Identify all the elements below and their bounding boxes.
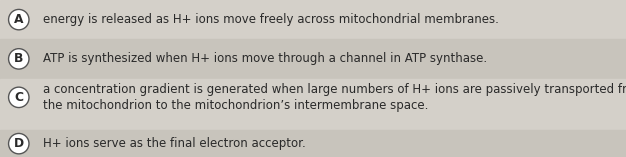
Text: ATP is synthesized when H+ ions move through a channel in ATP synthase.: ATP is synthesized when H+ ions move thr…	[43, 52, 486, 65]
Text: C: C	[14, 91, 23, 104]
Ellipse shape	[9, 87, 29, 108]
Bar	[0, 78, 626, 130]
Text: A: A	[14, 13, 24, 26]
Ellipse shape	[9, 133, 29, 154]
Bar	[0, 39, 626, 78]
Bar	[0, 0, 626, 39]
Text: a concentration gradient is generated when large numbers of H+ ions are passivel: a concentration gradient is generated wh…	[43, 83, 626, 112]
Text: D: D	[14, 137, 24, 150]
Ellipse shape	[9, 9, 29, 30]
Ellipse shape	[9, 49, 29, 69]
Bar	[0, 130, 626, 157]
Text: B: B	[14, 52, 23, 65]
Text: H+ ions serve as the final electron acceptor.: H+ ions serve as the final electron acce…	[43, 137, 305, 150]
Text: energy is released as H+ ions move freely across mitochondrial membranes.: energy is released as H+ ions move freel…	[43, 13, 498, 26]
